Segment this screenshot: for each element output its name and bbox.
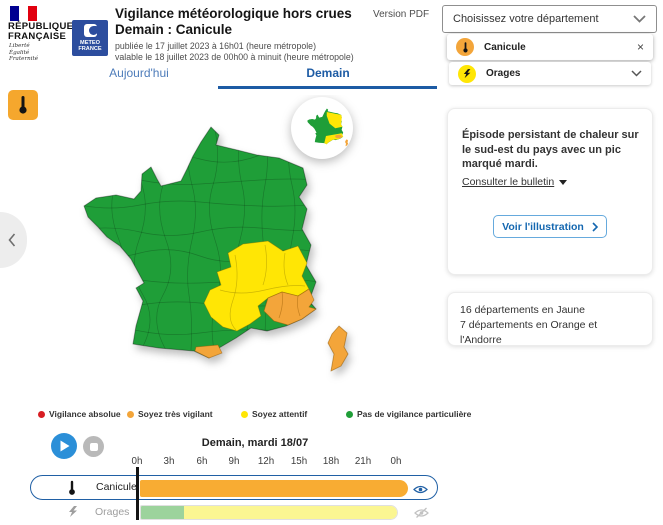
- eye-off-icon: [414, 507, 429, 518]
- hazard-card-canicule[interactable]: Canicule ×: [447, 34, 653, 60]
- map-orange-pyrenees-orientales[interactable]: [194, 344, 223, 359]
- legend-item-yellow: Soyez attentif: [241, 409, 307, 419]
- department-counts-card: 16 départements en Jaune 7 départements …: [447, 292, 653, 346]
- chevron-left-icon: [8, 233, 16, 247]
- french-flag-logo: [10, 6, 37, 21]
- map-orange-region[interactable]: [263, 288, 317, 326]
- republique-motto: Liberté Égalité Fraternité: [9, 43, 39, 62]
- legend-item-red: Vigilance absolue: [38, 409, 121, 419]
- version-pdf-link[interactable]: Version PDF: [373, 9, 430, 20]
- france-vigilance-map[interactable]: [60, 95, 443, 405]
- hour-tick: 18h: [322, 456, 340, 467]
- timeline-row-canicule[interactable]: Canicule: [30, 475, 438, 500]
- canicule-hazard-badge[interactable]: [8, 90, 38, 120]
- play-button[interactable]: [51, 433, 77, 459]
- chevron-down-icon[interactable]: [631, 70, 642, 77]
- tab-demain[interactable]: Demain: [306, 66, 350, 80]
- timeline-date-label: Demain, mardi 18/07: [201, 437, 309, 449]
- hour-tick: 6h: [196, 456, 208, 467]
- canicule-chip-icon: [456, 38, 474, 56]
- toggle-visibility-orages[interactable]: [414, 506, 429, 524]
- orages-vigilance-bar: [140, 505, 398, 520]
- hour-tick: 21h: [354, 456, 372, 467]
- timeline-cursor[interactable]: [136, 467, 139, 520]
- legend-dot-yellow: [241, 410, 248, 418]
- validity-date: valable le 18 juillet 2023 de 00h00 à mi…: [115, 52, 354, 62]
- timeline-row-orages[interactable]: Orages: [30, 501, 438, 525]
- orange-department-borders: [278, 291, 301, 319]
- map-yellow-region[interactable]: [203, 240, 310, 332]
- page-title-line1: Vigilance météorologique hors crues: [115, 6, 352, 21]
- hazard-card-canicule-label: Canicule: [484, 41, 526, 53]
- play-icon: [60, 440, 69, 452]
- caret-down-icon: [559, 179, 568, 185]
- legend-item-green: Pas de vigilance particulière: [346, 409, 471, 419]
- hour-tick: 9h: [228, 456, 240, 467]
- chevron-down-icon: [633, 15, 646, 23]
- hour-tick: 15h: [290, 456, 308, 467]
- thermometer-icon: [462, 41, 468, 53]
- bulletin-card: Épisode persistant de chaleur sur le sud…: [447, 108, 653, 275]
- stop-button[interactable]: [83, 436, 104, 457]
- hour-tick: 0h: [390, 456, 402, 467]
- consulter-bulletin-link[interactable]: Consulter le bulletin: [462, 176, 568, 188]
- count-orange: 7 départements en Orange et l'Andorre: [460, 319, 598, 346]
- count-jaune: 16 départements en Jaune: [460, 304, 585, 316]
- meteo-france-logo: METEO FRANCE: [72, 20, 108, 56]
- map-corsica-orange[interactable]: [327, 325, 349, 372]
- thermometer-icon: [69, 480, 75, 495]
- eye-icon: [413, 485, 428, 494]
- hour-tick: 0h: [131, 456, 143, 467]
- bulletin-text: Épisode persistant de chaleur sur le sud…: [462, 129, 639, 170]
- meteo-france-emblem-icon: [83, 24, 97, 37]
- storm-icon: [69, 506, 77, 517]
- legend-dot-green: [346, 410, 353, 418]
- page-title-line2: Demain : Canicule: [115, 22, 233, 37]
- department-select-value: Choisissez votre département: [453, 13, 599, 25]
- legend-item-orange: Soyez très vigilant: [127, 409, 213, 419]
- hour-tick: 3h: [163, 456, 175, 467]
- republique-francaise-logo: RÉPUBLIQUE FRANÇAISE: [8, 21, 74, 42]
- map-nav-left-button[interactable]: [0, 212, 27, 268]
- close-icon[interactable]: ×: [636, 40, 644, 54]
- toggle-visibility-canicule[interactable]: [413, 482, 428, 500]
- hour-tick: 12h: [257, 456, 275, 467]
- stop-icon: [89, 442, 98, 451]
- storm-icon: [463, 68, 470, 78]
- legend-dot-red: [38, 410, 45, 418]
- orages-chip-icon: [458, 64, 476, 83]
- hazard-card-orages-label: Orages: [486, 68, 521, 79]
- map-inset-overview[interactable]: [291, 97, 353, 159]
- active-tab-underline: [218, 86, 437, 89]
- yellow-department-borders: [219, 244, 306, 331]
- published-date: publiée le 17 juillet 2023 à 16h01 (heur…: [115, 41, 317, 51]
- orages-bar-green-segment: [141, 506, 184, 519]
- tab-aujourdhui[interactable]: Aujourd'hui: [109, 66, 169, 80]
- chevron-right-icon: [592, 221, 598, 232]
- orages-bar-yellow-segment: [184, 506, 397, 519]
- canicule-vigilance-bar: [140, 479, 408, 497]
- hazard-card-orages[interactable]: Orages: [449, 62, 651, 85]
- row-label-orages: Orages: [95, 506, 130, 518]
- department-select[interactable]: Choisissez votre département: [442, 5, 657, 33]
- thermometer-icon: [19, 96, 27, 114]
- legend-dot-orange: [127, 410, 134, 418]
- voir-illustration-button[interactable]: Voir l'illustration: [493, 215, 607, 238]
- row-label-canicule: Canicule: [96, 481, 137, 493]
